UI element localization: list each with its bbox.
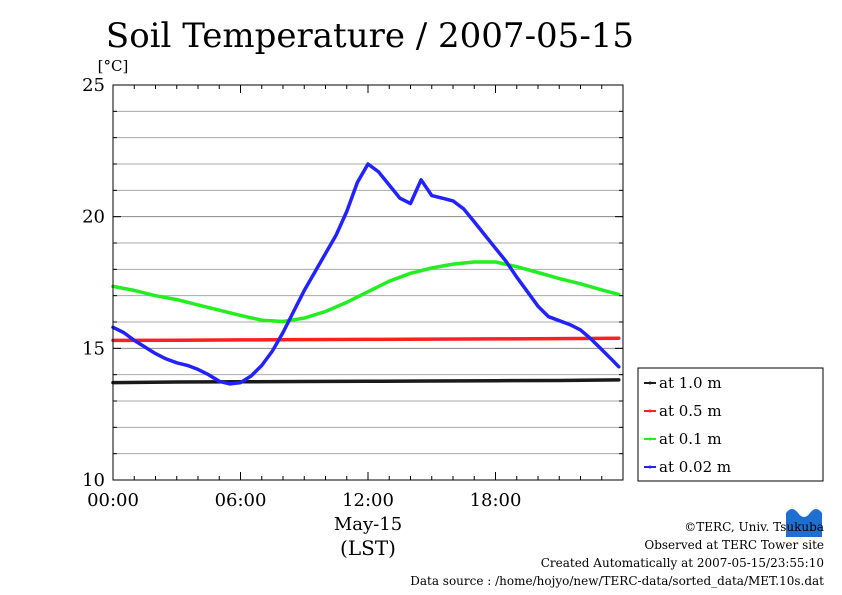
x-tick-label: 06:00 — [215, 490, 267, 511]
footer-site: Observed at TERC Tower site — [644, 538, 824, 552]
legend-marker-4 — [648, 465, 652, 469]
series-line-3 — [111, 260, 621, 324]
terc-logo — [784, 503, 824, 537]
chart-title: Soil Temperature / 2007-05-15 — [106, 16, 634, 56]
footer-created: Created Automatically at 2007-05-15/23:5… — [540, 556, 824, 570]
legend-marker-2 — [648, 409, 652, 413]
y-ticks: 10 15 20 25 — [82, 75, 623, 491]
grid-lines — [113, 110, 623, 455]
series-line-2 — [111, 336, 621, 343]
x-tick-label: 18:00 — [470, 490, 522, 511]
x-axis-date-label: May-15 — [334, 514, 402, 535]
y-tick-label: 25 — [82, 75, 105, 96]
legend-label-2: at 0.5 m — [659, 402, 722, 420]
legend-marker-1 — [648, 381, 652, 385]
x-ticks: 00:00 06:00 12:00 18:00 — [87, 85, 624, 511]
footer-source: Data source : /home/hojyo/new/TERC-data/… — [410, 574, 824, 588]
y-axis-label: [°C] — [98, 57, 129, 75]
terc-logo-icon — [784, 503, 824, 537]
legend-label-1: at 1.0 m — [659, 374, 722, 392]
x-tick-label: 00:00 — [87, 490, 139, 511]
series-line-4 — [111, 162, 621, 386]
y-tick-label: 15 — [82, 338, 105, 359]
y-tick-label: 10 — [82, 470, 105, 491]
legend-label-3: at 0.1 m — [659, 430, 722, 448]
legend-marker-3 — [648, 437, 652, 441]
legend-box — [637, 367, 824, 482]
y-tick-label: 20 — [82, 207, 105, 228]
x-tick-label: 12:00 — [342, 490, 394, 511]
series-line-1 — [111, 378, 621, 385]
series-lines — [111, 162, 621, 386]
plot-frame — [112, 84, 624, 481]
legend: at 1.0 m at 0.5 m at 0.1 m at 0.02 m — [637, 367, 824, 482]
x-axis-timezone-label: (LST) — [340, 536, 396, 560]
legend-label-4: at 0.02 m — [659, 458, 731, 476]
footer-copyright: ©TERC, Univ. Tsukuba — [684, 520, 824, 534]
